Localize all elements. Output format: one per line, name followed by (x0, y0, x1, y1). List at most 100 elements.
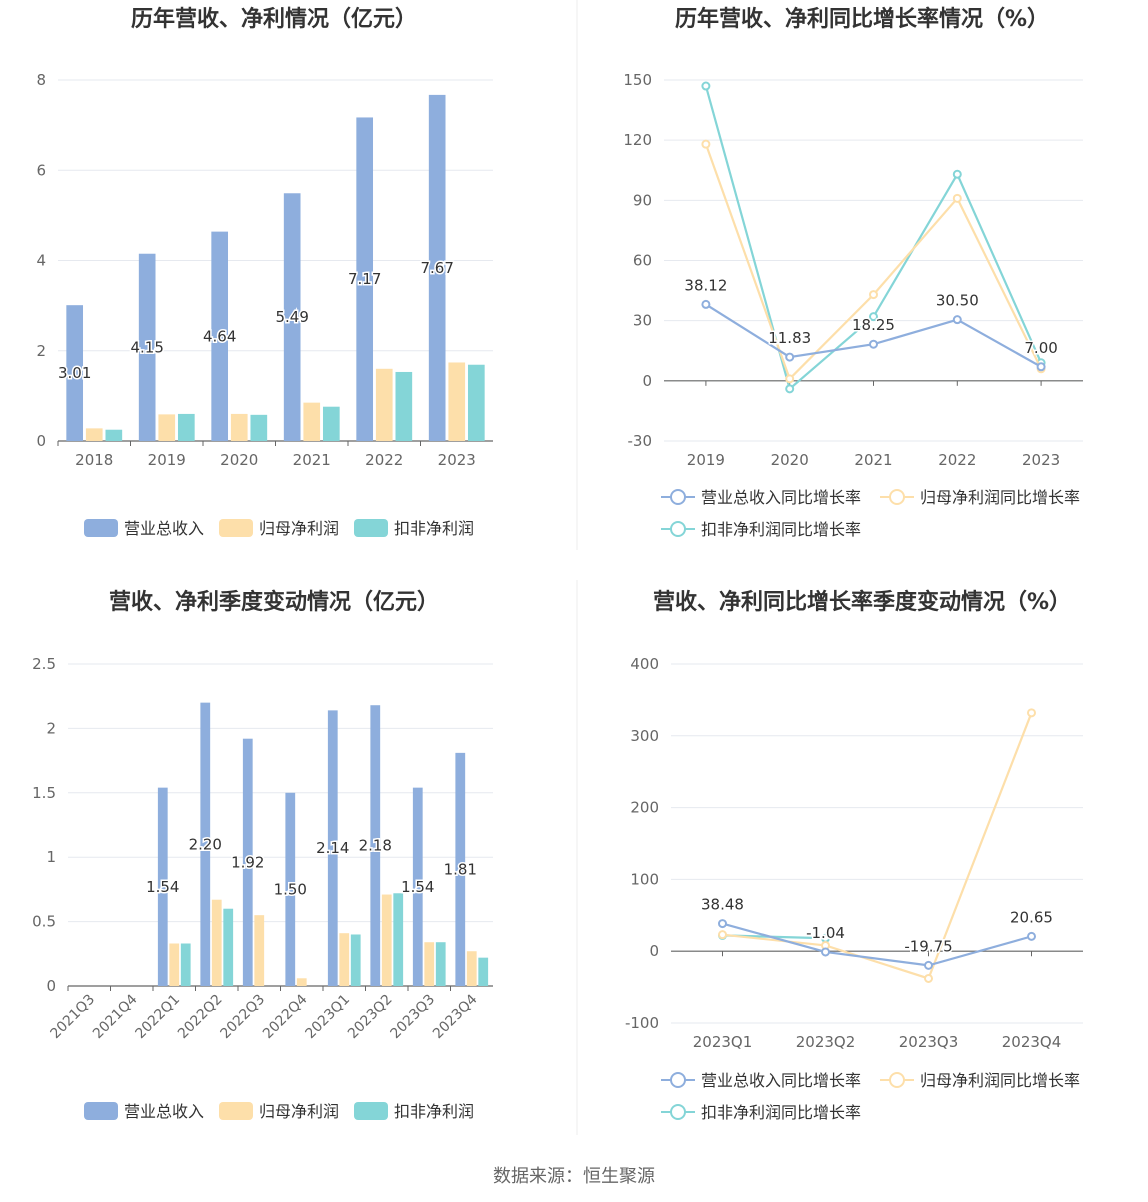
x-tick-label: 2022Q2 (175, 992, 226, 1043)
bar (322, 406, 340, 441)
bar (105, 429, 123, 441)
x-tick-label: 2021Q3 (47, 992, 98, 1043)
bar (303, 402, 321, 441)
x-tick-label: 2022 (365, 451, 403, 469)
annual-revenue-profit-chart: 历年营收、净利情况（亿元） 0 2 4 6 8 2018 2019 2020 2021 2022 20… (36, 6, 493, 538)
quarterly-growth-rate-chart: 营收、净利同比增长率季度变动情况（%） -100 0 100 200 300 400 2023… (625, 589, 1083, 1122)
data-point (869, 312, 878, 322)
bar (242, 738, 253, 986)
x-tick-label: 2023Q4 (1002, 1033, 1062, 1051)
bar-data-label: 1.81 (444, 860, 477, 878)
bar (455, 752, 466, 986)
bar (356, 117, 374, 442)
legend-label: 归母净利润同比增长率 (920, 1071, 1080, 1090)
bar (283, 193, 301, 441)
quarterly-revenue-profit-chart: 营收、净利季度变动情况（亿元）00.511.522.52021Q32021Q42… (32, 589, 493, 1121)
x-tick-label: 2022Q1 (132, 992, 183, 1043)
y-tick-label: 2.5 (32, 655, 56, 673)
y-tick-label: -100 (625, 1014, 659, 1032)
y-tick-label: 100 (630, 870, 659, 888)
data-point (718, 930, 727, 940)
bar-data-label: 1.92 (231, 853, 264, 871)
data-point (821, 947, 830, 957)
point-data-label: 18.25 (852, 316, 895, 334)
data-point (701, 139, 711, 149)
point-data-label: 20.65 (1010, 908, 1053, 926)
series-line (722, 712, 1033, 980)
legend-swatch-marker (670, 489, 686, 505)
bar (85, 428, 103, 441)
legend-swatch-marker (670, 1104, 686, 1120)
point-data-label: 38.12 (684, 276, 727, 294)
data-point (952, 315, 962, 325)
y-tick-label: 6 (36, 161, 46, 179)
point-data-label: 7.00 (1024, 339, 1057, 357)
point-data-label: 11.83 (768, 329, 811, 347)
x-tick-label: 2018 (75, 451, 113, 469)
y-tick-label: 60 (633, 252, 652, 270)
x-tick-label: 2022Q4 (260, 991, 311, 1042)
bar-data-label: 2.20 (189, 835, 222, 853)
chart-title: 历年营收、净利情况（亿元） (131, 6, 417, 32)
bar (157, 787, 168, 986)
x-tick-label: 2021Q4 (90, 991, 141, 1042)
legend-swatch (354, 1102, 388, 1120)
data-point (1027, 931, 1036, 941)
data-point (701, 81, 711, 91)
legend-label: 归母净利润 (259, 519, 339, 538)
legend-swatch (84, 1102, 118, 1120)
x-tick-label: 2023Q2 (345, 992, 396, 1043)
legend-label: 扣非净利润 (394, 519, 474, 538)
data-point (785, 384, 795, 394)
y-tick-label: 8 (36, 71, 46, 89)
data-point (785, 352, 795, 362)
legend-swatch-marker (889, 489, 905, 505)
bar (375, 368, 393, 441)
bar-data-label: 3.01 (58, 364, 91, 382)
y-tick-label: 0 (36, 432, 46, 450)
data-point (869, 339, 878, 349)
legend-label: 归母净利润同比增长率 (920, 488, 1080, 507)
bar-data-label: 4.15 (130, 338, 163, 356)
bar-data-label: 7.17 (348, 270, 381, 288)
data-point (701, 299, 711, 309)
y-tick-label: -30 (628, 432, 653, 450)
data-source-label: 数据来源：恒生聚源 (493, 1166, 655, 1187)
bar (180, 943, 191, 986)
y-tick-label: 30 (633, 312, 652, 330)
annual-growth-rate-chart: 历年营收、净利同比增长率情况（%） -30 0 30 60 90 120 150 2019 202… (623, 6, 1083, 539)
data-point (1036, 362, 1046, 372)
data-point (952, 193, 962, 203)
x-tick-label: 2022 (938, 451, 976, 469)
x-tick-label: 2022Q3 (217, 992, 268, 1043)
bar (177, 413, 195, 441)
data-point (1027, 708, 1036, 718)
point-data-label: 30.50 (936, 292, 979, 310)
bar (230, 413, 248, 441)
bar (467, 364, 485, 441)
bar (370, 705, 381, 986)
y-tick-label: 0 (649, 942, 659, 960)
bar (412, 787, 423, 986)
x-tick-label: 2023Q3 (387, 992, 438, 1043)
bar-data-label: 4.64 (203, 327, 236, 345)
x-tick-label: 2019 (687, 451, 725, 469)
bar (169, 943, 180, 986)
point-data-label: -19.75 (904, 937, 952, 955)
bar (158, 414, 176, 441)
x-tick-label: 2021 (293, 451, 331, 469)
bar (350, 934, 361, 986)
data-point (785, 374, 795, 384)
x-tick-label: 2021 (854, 451, 892, 469)
legend-label: 营业总收入 (124, 1102, 204, 1121)
y-tick-label: 0.5 (32, 913, 56, 931)
y-tick-label: 4 (36, 252, 46, 270)
x-tick-label: 2020 (771, 451, 809, 469)
series-line (722, 922, 1032, 967)
bar (395, 371, 413, 441)
x-tick-label: 2023 (1022, 451, 1060, 469)
data-point (718, 919, 727, 929)
legend-label: 归母净利润 (259, 1102, 339, 1121)
data-point (869, 290, 878, 300)
bar (296, 978, 307, 986)
